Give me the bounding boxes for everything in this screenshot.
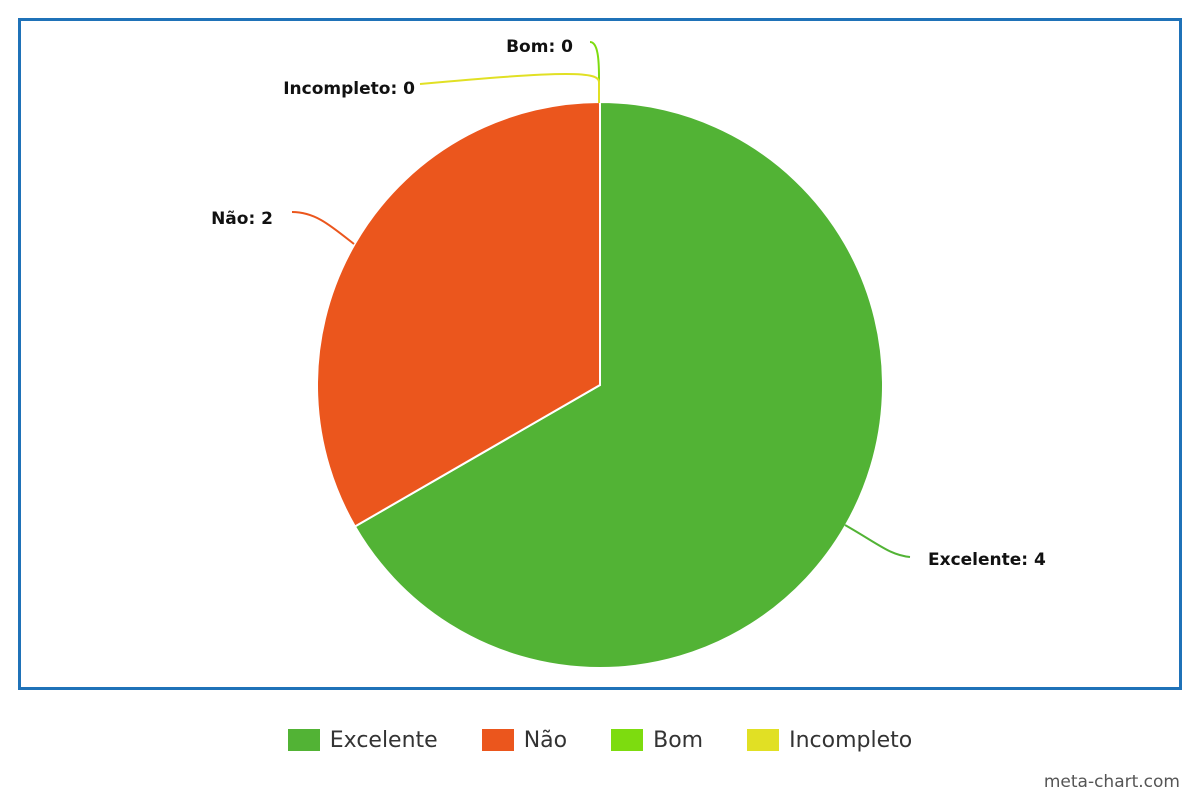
legend-item-bom[interactable]: Bom (611, 728, 703, 753)
leader-line-incompleto (419, 73, 600, 103)
legend-item-nao[interactable]: Não (481, 727, 568, 753)
data-label-bom: Bom: 0 (506, 37, 573, 57)
data-label-no: Não: 2 (211, 209, 273, 229)
legend-label-excelente: Excelente (329, 727, 438, 753)
leader-line-bom (589, 41, 600, 103)
legend-label-nao: Não (523, 727, 568, 753)
data-label-incompleto: Incompleto: 0 (283, 79, 415, 99)
legend-swatch-nao (481, 729, 514, 751)
watermark: meta-chart.com (1043, 772, 1180, 792)
legend-swatch-excelente (287, 729, 320, 751)
leader-line-no (291, 211, 355, 245)
leader-line-excelente (844, 524, 911, 558)
legend-swatch-bom (611, 729, 644, 751)
legend-item-excelente[interactable]: Excelente (287, 727, 438, 753)
legend-swatch-incompleto (747, 729, 780, 751)
legend-label-incompleto: Incompleto (789, 727, 913, 753)
pie-slice-excelente[interactable] (353, 100, 884, 669)
legend-item-incompleto[interactable]: Incompleto (747, 728, 912, 753)
legend: Excelente Não Bom Incompleto (0, 722, 1200, 758)
data-label-excelente: Excelente: 4 (928, 550, 1046, 570)
legend-label-bom: Bom (653, 727, 704, 753)
pie-slice-no[interactable] (316, 100, 601, 528)
